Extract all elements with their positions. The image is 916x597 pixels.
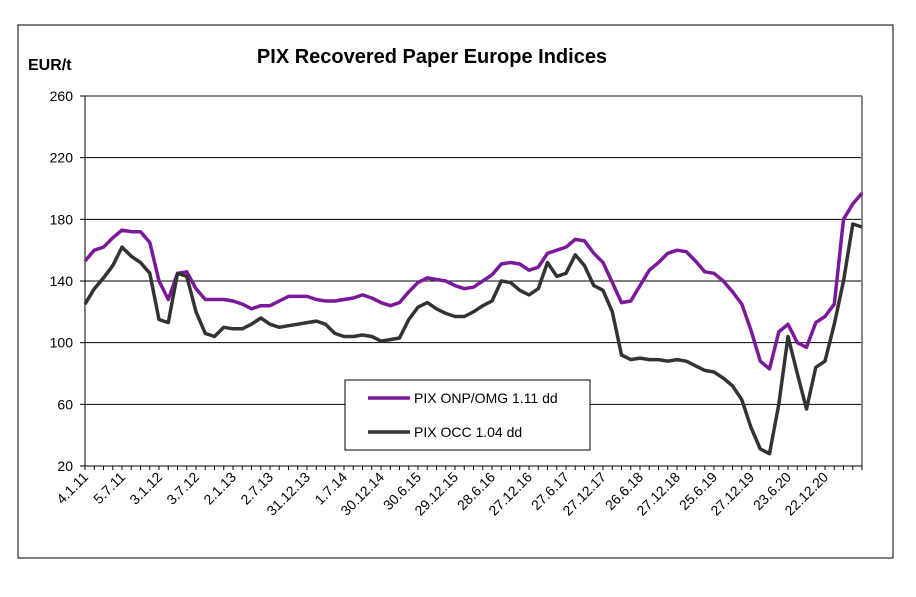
- y-axis-label: EUR/t: [28, 57, 72, 74]
- legend-label: PIX OCC 1.04 dd: [414, 424, 522, 440]
- frame: [17, 24, 894, 559]
- y-tick-label: 60: [57, 396, 73, 412]
- x-tick-label: 3.7.12: [163, 469, 202, 508]
- x-tick-label: 5.7.11: [90, 469, 128, 507]
- y-tick-label: 180: [50, 211, 74, 227]
- y-tick-label: 140: [50, 273, 74, 289]
- y-tick-label: 20: [57, 458, 73, 474]
- series-line: [83, 222, 863, 456]
- y-tick-label: 220: [50, 150, 74, 166]
- x-tick-label: 2.1.13: [200, 469, 239, 508]
- y-tick-label: 100: [50, 335, 74, 351]
- series-line: [83, 191, 864, 371]
- x-tick-label: 4.1.11: [53, 469, 91, 507]
- legend: [344, 379, 591, 451]
- x-tick-label: 3.1.12: [126, 469, 165, 508]
- y-tick-label: 260: [50, 88, 74, 104]
- chart-title: PIX Recovered Paper Europe Indices: [257, 46, 607, 68]
- legend-label: PIX ONP/OMG 1.11 dd: [414, 390, 558, 406]
